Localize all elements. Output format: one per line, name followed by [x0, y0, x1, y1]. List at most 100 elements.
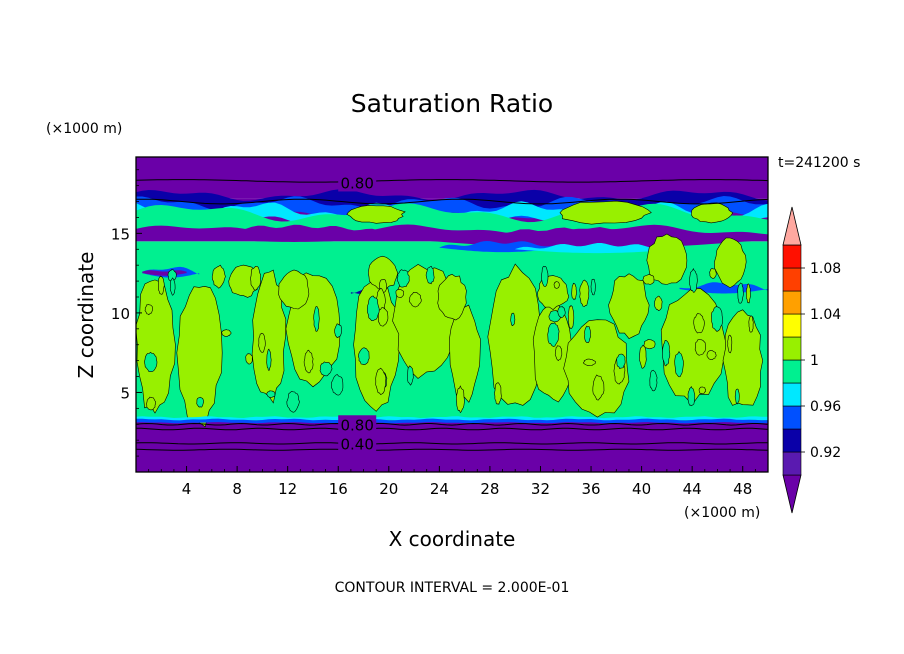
contour-line — [136, 442, 768, 445]
contour-lines: 0.800.800.40 — [136, 173, 768, 453]
speckle — [583, 358, 596, 367]
y-unit-label: (×1000 m) — [46, 121, 122, 137]
speckle — [694, 339, 706, 356]
speckle — [745, 283, 751, 304]
speckle — [643, 339, 656, 350]
speckle — [706, 350, 717, 361]
convective-cell — [176, 285, 223, 428]
convective-cell — [487, 263, 543, 406]
speckle — [245, 353, 253, 365]
colorbar-swatch — [782, 405, 802, 430]
speckle — [654, 295, 663, 311]
speckle — [406, 365, 414, 386]
speckle — [548, 310, 561, 323]
x-tick-label: 8 — [232, 480, 242, 498]
speckle — [662, 339, 671, 367]
speckle — [331, 374, 344, 396]
x-tick-label: 44 — [683, 480, 702, 498]
speckle — [642, 274, 655, 285]
colorbar-swatch — [782, 336, 802, 361]
speckle — [709, 268, 717, 279]
colorbar-tick-label: 0.96 — [810, 399, 841, 415]
convective-cell — [722, 309, 764, 406]
colorbar-swatch — [782, 244, 802, 269]
x-tick-label: 40 — [632, 480, 651, 498]
x-axis-title: X coordinate — [389, 527, 516, 551]
top-cell — [691, 202, 734, 224]
time-label: t=241200 s — [778, 155, 860, 171]
speckle — [689, 268, 698, 293]
speckle — [547, 322, 560, 347]
speckle — [571, 282, 577, 301]
speckle — [266, 390, 276, 398]
x-tick-label: 12 — [278, 480, 297, 498]
x-unit-label: (×1000 m) — [684, 505, 760, 521]
convective-cell — [437, 273, 467, 321]
contour-line — [136, 448, 768, 451]
speckle — [649, 369, 658, 392]
speckle — [196, 396, 204, 408]
speckle — [554, 345, 563, 362]
contour-label-bg — [338, 173, 377, 192]
speckle — [510, 312, 516, 327]
x-tick-label: 48 — [733, 480, 752, 498]
colorbar: 1.08 1.04 1 0.96 0.92 — [782, 206, 841, 514]
contour-line — [136, 422, 768, 426]
top-cell — [346, 205, 406, 224]
convective-cell — [448, 304, 481, 404]
convective-cell — [563, 319, 630, 418]
colorbar-swatch — [782, 313, 802, 338]
x-tick-label: 28 — [480, 480, 499, 498]
speckle — [748, 315, 754, 333]
speckle — [494, 382, 502, 405]
y-axis-title: Z coordinate — [74, 252, 98, 379]
convective-cell — [714, 237, 747, 289]
contour-label: 0.80 — [340, 416, 373, 434]
convective-cell — [353, 280, 400, 412]
convective-cell — [367, 255, 399, 290]
convective-cell — [646, 233, 688, 285]
plot-area: 0.800.800.40 — [136, 157, 768, 472]
x-tick-label: 24 — [430, 480, 449, 498]
speckle — [144, 351, 158, 372]
speckle — [211, 264, 226, 289]
convective-cell — [251, 269, 287, 404]
x-tick-label: 32 — [531, 480, 550, 498]
colorbar-swatch — [782, 451, 802, 476]
speckle — [319, 361, 333, 377]
field-layer-3 — [136, 157, 768, 199]
speckle — [169, 277, 176, 296]
speckle — [158, 275, 165, 295]
contour-line — [136, 179, 768, 183]
colorbar-swatch — [782, 290, 802, 315]
contour-label: 0.80 — [340, 174, 373, 192]
colorbar-tick-label: 1 — [810, 353, 819, 369]
speckle — [313, 306, 320, 332]
speckle — [303, 349, 314, 374]
chart-title: Saturation Ratio — [351, 89, 553, 118]
top-cell — [559, 200, 652, 225]
speckle — [144, 304, 153, 316]
colorbar-max-arrow — [782, 206, 802, 246]
speckle — [408, 291, 422, 308]
speckle — [737, 282, 744, 304]
x-tick-label: 20 — [379, 480, 398, 498]
contour-interval-note: CONTOUR INTERVAL = 2.000E-01 — [335, 580, 570, 596]
y-tick-label: 10 — [111, 305, 130, 323]
speckle — [616, 353, 626, 369]
speckle — [567, 305, 575, 330]
speckle — [396, 269, 410, 288]
x-tick-label: 4 — [182, 480, 192, 498]
speckle — [687, 385, 696, 407]
cloud-base-blue — [136, 418, 768, 424]
dry-streak — [515, 243, 680, 254]
speckle — [557, 306, 566, 319]
convective-cell — [608, 273, 650, 339]
speckle — [250, 265, 262, 291]
speckle — [734, 388, 740, 405]
speckle — [674, 350, 684, 378]
speckle — [639, 344, 647, 369]
contour-label-bg — [338, 415, 377, 434]
speckle — [334, 323, 343, 339]
speckle — [377, 307, 389, 327]
